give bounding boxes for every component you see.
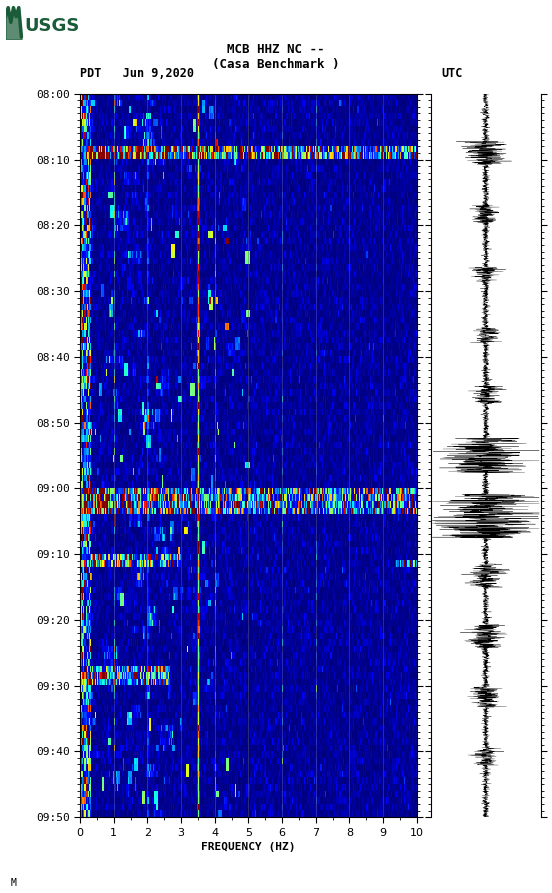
Text: UTC: UTC	[442, 67, 463, 79]
Text: MCB HHZ NC --: MCB HHZ NC --	[227, 43, 325, 55]
Text: PDT   Jun 9,2020: PDT Jun 9,2020	[80, 67, 194, 79]
Text: M: M	[11, 878, 17, 888]
Text: (Casa Benchmark ): (Casa Benchmark )	[213, 58, 339, 71]
X-axis label: FREQUENCY (HZ): FREQUENCY (HZ)	[201, 842, 296, 852]
Text: USGS: USGS	[24, 17, 79, 35]
